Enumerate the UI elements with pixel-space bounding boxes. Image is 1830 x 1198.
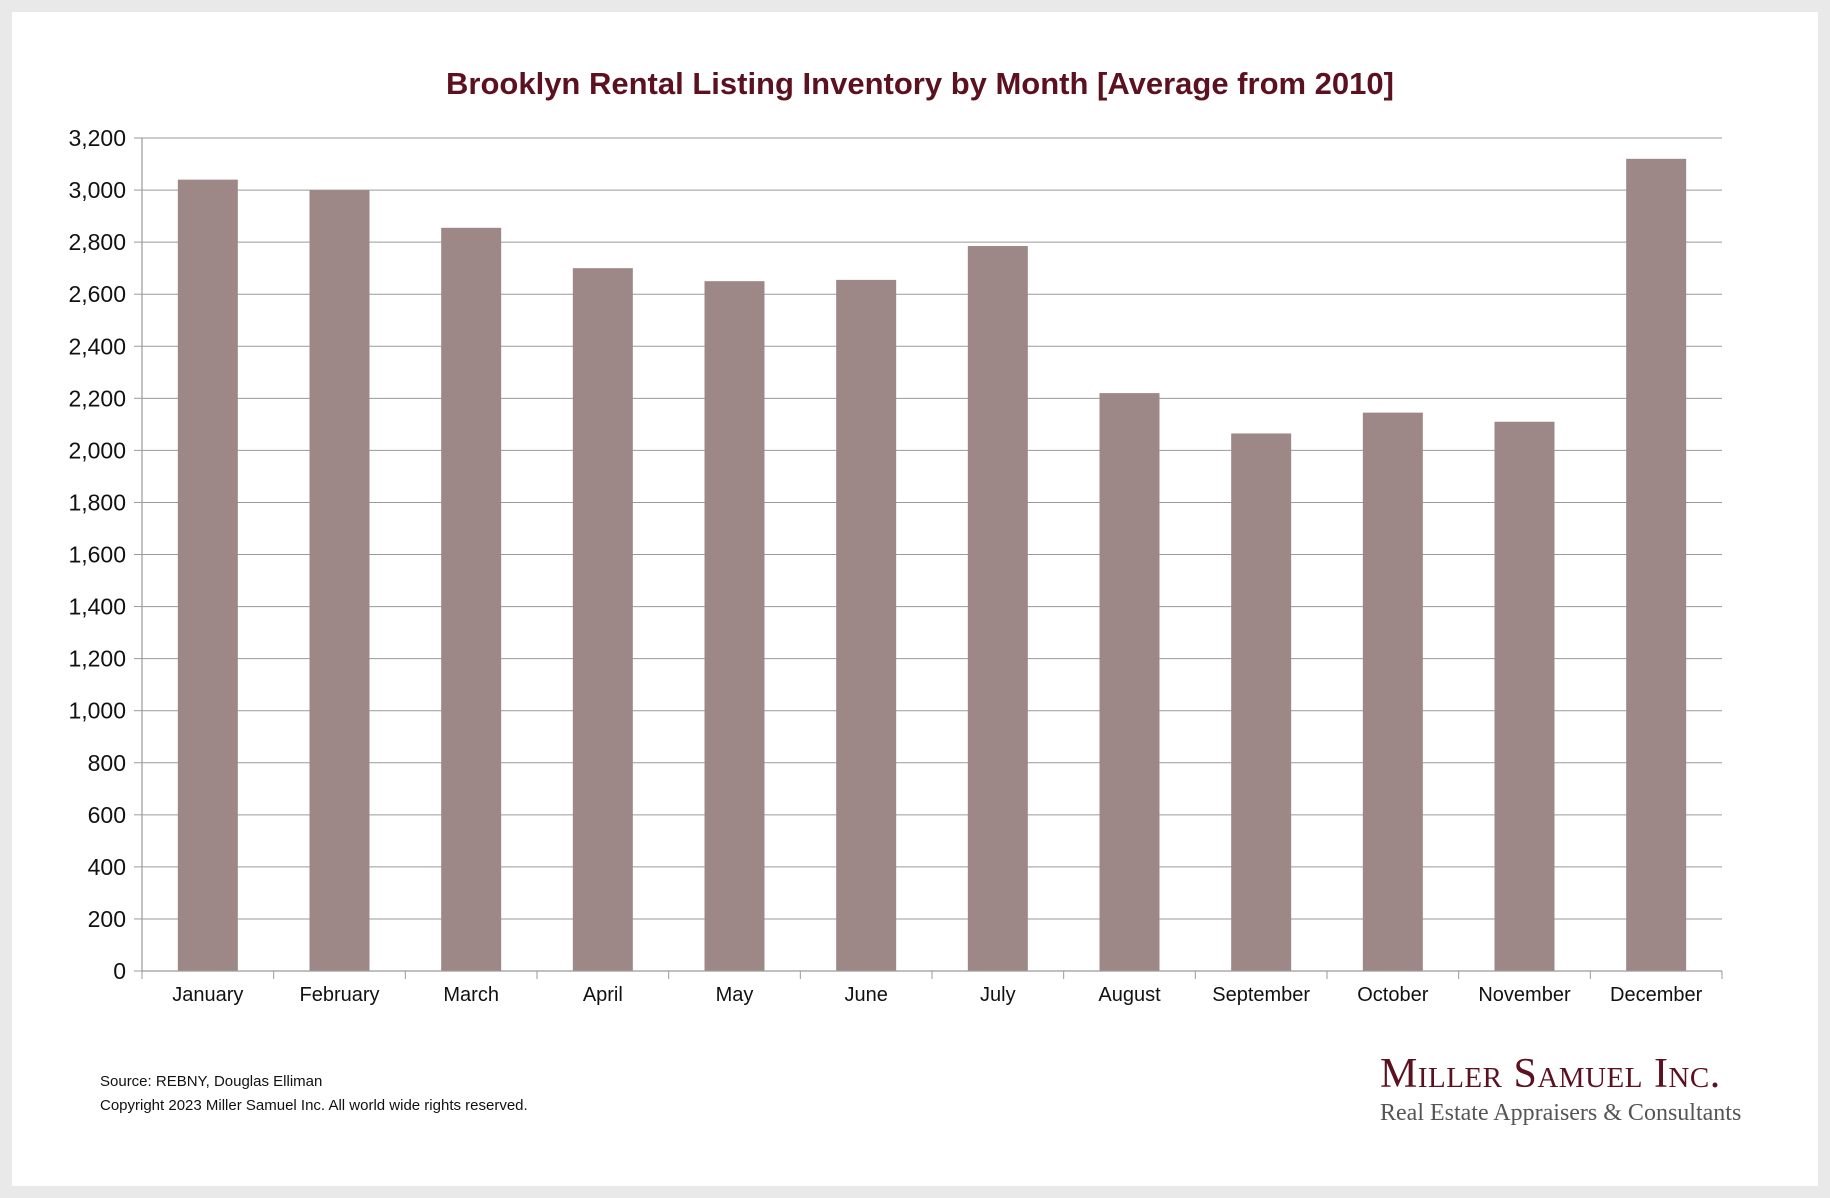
y-tick-label: 1,000 bbox=[68, 698, 126, 724]
y-tick-label: 1,600 bbox=[68, 542, 126, 568]
bar-august bbox=[1099, 393, 1160, 971]
chart-title: Brooklyn Rental Listing Inventory by Mon… bbox=[446, 66, 1394, 101]
x-tick-label: July bbox=[980, 984, 1016, 1006]
y-tick-label: 3,000 bbox=[68, 177, 126, 203]
bar-june bbox=[836, 279, 897, 971]
y-tick-label: 2,600 bbox=[68, 281, 126, 307]
copyright-note: Copyright 2023 Miller Samuel Inc. All wo… bbox=[100, 1097, 528, 1114]
y-tick-label: 400 bbox=[88, 854, 126, 880]
y-axis-ticks: 0 200 400 600 800 1,000 1,200 1,400 1,600 1,800 2,… bbox=[68, 125, 142, 984]
y-tick-label: 200 bbox=[88, 906, 126, 932]
x-tick-label: March bbox=[443, 984, 499, 1006]
x-tick-label: February bbox=[299, 984, 379, 1006]
bar-november bbox=[1494, 421, 1555, 972]
x-axis-ticks: January February March April May June July Augu… bbox=[172, 984, 1702, 1006]
x-tick-label: December bbox=[1610, 984, 1703, 1006]
y-tick-label: 3,200 bbox=[68, 125, 126, 151]
bar-may bbox=[704, 281, 765, 971]
y-tick-label: 2,800 bbox=[68, 229, 126, 255]
y-tick-label: 800 bbox=[88, 750, 126, 776]
bars bbox=[177, 158, 1687, 972]
source-note: Source: REBNY, Douglas Elliman bbox=[100, 1073, 323, 1090]
logo-tagline: Real Estate Appraisers & Consultants bbox=[1380, 1100, 1742, 1126]
x-tick-label: November bbox=[1478, 984, 1571, 1006]
y-tick-label: 1,400 bbox=[68, 594, 126, 620]
bar-april bbox=[572, 268, 633, 971]
y-tick-label: 0 bbox=[113, 958, 126, 984]
gridlines bbox=[142, 137, 1722, 920]
bar-march bbox=[441, 227, 502, 972]
x-tick-label: January bbox=[172, 984, 243, 1006]
y-tick-label: 1,800 bbox=[68, 489, 126, 515]
y-tick-label: 1,200 bbox=[68, 646, 126, 672]
axes bbox=[141, 138, 1723, 979]
company-logo: Miller Samuel Inc. Real Estate Appraiser… bbox=[1380, 1050, 1750, 1127]
x-tick-label: May bbox=[716, 984, 754, 1006]
x-tick-label: April bbox=[583, 984, 623, 1006]
bar-october bbox=[1362, 412, 1423, 971]
bar-january bbox=[177, 179, 238, 971]
y-tick-label: 2,200 bbox=[68, 385, 126, 411]
x-tick-label: August bbox=[1098, 984, 1161, 1006]
x-tick-label: June bbox=[844, 984, 887, 1006]
logo-name: Miller Samuel Inc. bbox=[1380, 1051, 1721, 1097]
bar-september bbox=[1231, 433, 1292, 971]
x-tick-label: September bbox=[1212, 984, 1310, 1006]
bar-february bbox=[309, 190, 370, 971]
y-tick-label: 2,400 bbox=[68, 333, 126, 359]
y-tick-label: 2,000 bbox=[68, 437, 126, 463]
bar-december bbox=[1626, 158, 1687, 971]
x-tick-label: October bbox=[1357, 984, 1428, 1006]
y-tick-label: 600 bbox=[88, 802, 126, 828]
bar-july bbox=[967, 246, 1028, 972]
